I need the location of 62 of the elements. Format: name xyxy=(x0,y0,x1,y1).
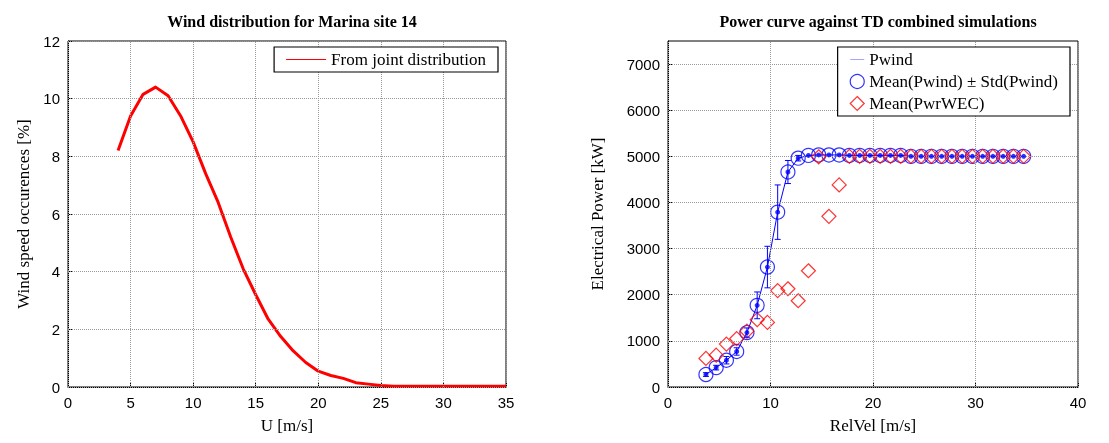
x-tick-label: 35 xyxy=(497,394,515,411)
point xyxy=(759,314,776,331)
y-axis-title: Wind speed occurences [%] xyxy=(14,119,34,309)
y-tick-label: 0 xyxy=(51,378,60,396)
point xyxy=(698,350,714,366)
line-series xyxy=(116,85,508,388)
y-tick-label: 2 xyxy=(51,320,60,338)
legend-label: Mean(Pwind) ± Std(Pwind) xyxy=(869,72,1059,91)
point xyxy=(770,204,786,220)
x-tick-label: 15 xyxy=(247,394,265,411)
x-tick-label: 30 xyxy=(435,394,452,411)
x-tick-label: 20 xyxy=(864,394,882,411)
y-tick-label: 10 xyxy=(43,90,60,108)
point xyxy=(729,343,745,360)
point xyxy=(718,352,735,368)
y-tick-label: 5000 xyxy=(626,147,660,165)
y-tick-label: 8 xyxy=(51,147,60,165)
x-tick-label: 0 xyxy=(63,394,73,411)
x-tick-label: 10 xyxy=(184,394,202,411)
point xyxy=(770,282,786,299)
point xyxy=(790,150,806,166)
y-tick-label: 4 xyxy=(51,263,60,281)
y-tick-label: 4000 xyxy=(626,193,660,211)
x-tick-label: 20 xyxy=(309,394,327,411)
x-axis-title: RelVel [m/s] xyxy=(829,416,917,435)
y-tick-label: 3000 xyxy=(626,240,660,258)
y-tick-label: 6000 xyxy=(626,101,660,119)
x-tick-label: 40 xyxy=(1069,394,1087,411)
y-tick-label: 6 xyxy=(51,205,60,223)
point xyxy=(759,259,776,275)
point xyxy=(708,360,724,376)
legend-label: Pwind xyxy=(869,50,914,69)
y-tick-label: 1000 xyxy=(626,332,660,350)
point xyxy=(749,312,765,328)
chart-title: Power curve against TD combined simulations xyxy=(719,12,1037,31)
point xyxy=(831,177,847,193)
x-tick-label: 30 xyxy=(967,394,984,411)
point xyxy=(831,147,847,163)
x-tick-label: 5 xyxy=(126,394,135,411)
point xyxy=(821,208,837,224)
point xyxy=(780,281,796,297)
point xyxy=(821,147,837,163)
x-axis-title: U [m/s] xyxy=(260,416,314,435)
x-tick-label: 25 xyxy=(372,394,390,411)
y-tick-label: 12 xyxy=(43,32,60,50)
x-tick-label: 0 xyxy=(663,394,673,411)
point xyxy=(780,164,796,180)
point xyxy=(718,336,735,352)
chart-title: Wind distribution for Marina site 14 xyxy=(167,12,417,30)
y-tick-label: 0 xyxy=(651,378,660,396)
legend-label: From joint distribution xyxy=(331,50,487,69)
y-tick-label: 7000 xyxy=(626,55,660,73)
point xyxy=(800,263,817,279)
point xyxy=(790,293,806,309)
point xyxy=(698,366,714,383)
x-tick-label: 10 xyxy=(762,394,779,411)
point xyxy=(800,147,817,164)
y-axis-title: Electrical Power [kW] xyxy=(588,137,607,291)
legend-label: Mean(PwrWEC) xyxy=(869,94,985,113)
y-tick-label: 2000 xyxy=(626,286,660,304)
point xyxy=(749,297,765,313)
point xyxy=(708,347,724,363)
